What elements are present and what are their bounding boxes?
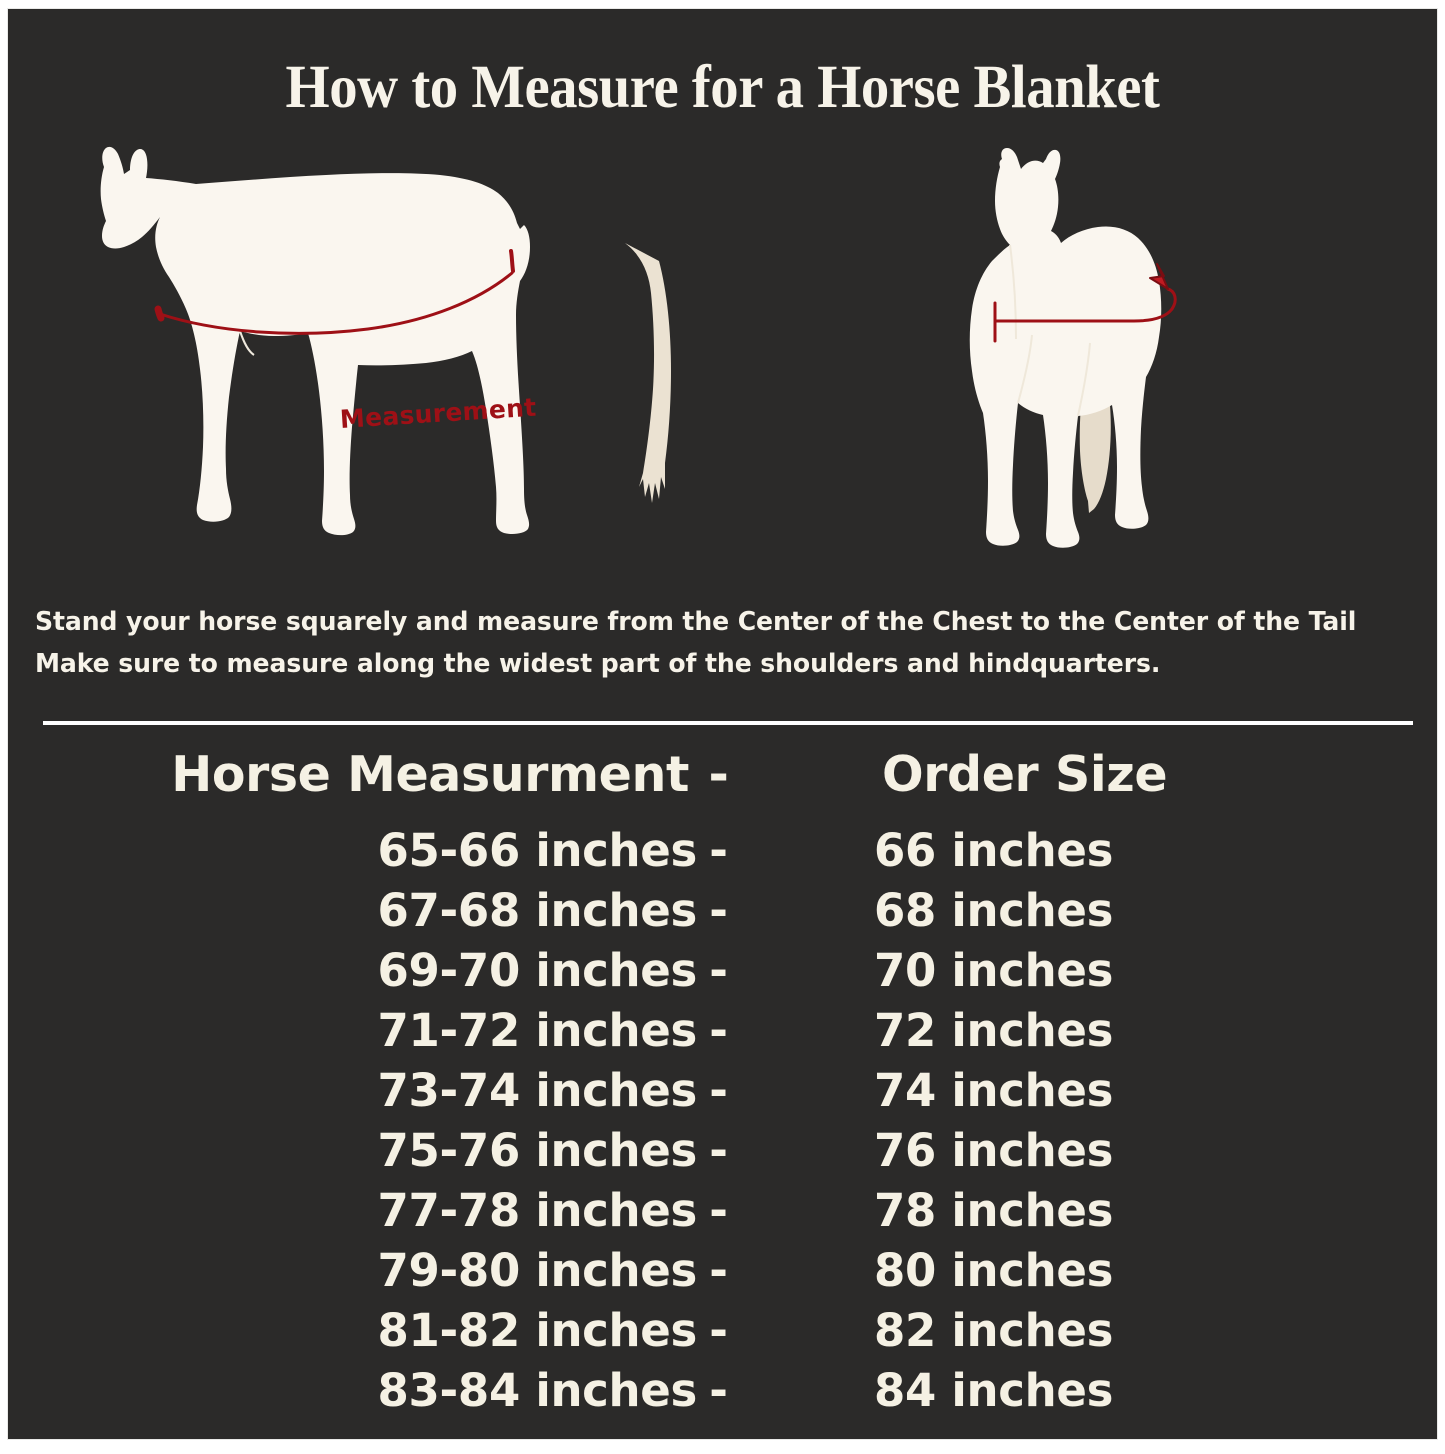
table-row: 75-76 inches - 76 inches	[8, 1121, 1437, 1181]
table-row: 71-72 inches - 72 inches	[8, 1001, 1437, 1061]
cell-order-size: 84 inches	[874, 1364, 1114, 1417]
cell-separator: -	[709, 1244, 728, 1297]
horse-rear-view	[928, 145, 1228, 585]
dark-panel: How to Measure for a Horse Blanket	[7, 8, 1438, 1440]
table-row: 69-70 inches - 70 inches	[8, 941, 1437, 1001]
cell-measurement: 73-74 inches	[377, 1064, 698, 1117]
rear-measurement-curve	[1166, 287, 1177, 311]
cell-order-size: 70 inches	[874, 944, 1114, 997]
instruction-line-2: Make sure to measure along the widest pa…	[35, 649, 1161, 679]
section-divider	[43, 721, 1413, 725]
page-title: How to Measure for a Horse Blanket	[285, 54, 1160, 121]
cell-measurement: 79-80 inches	[377, 1244, 698, 1297]
cell-order-size: 74 inches	[874, 1064, 1114, 1117]
cell-measurement: 67-68 inches	[377, 884, 698, 937]
cell-measurement: 77-78 inches	[377, 1184, 698, 1237]
horse-side-view	[68, 137, 698, 585]
table-row: 73-74 inches - 74 inches	[8, 1061, 1437, 1121]
horse-rear-body-shape	[969, 148, 1162, 548]
measurement-line	[158, 271, 514, 335]
horse-leg-detail	[239, 330, 255, 356]
cell-measurement: 75-76 inches	[377, 1124, 698, 1177]
cell-separator: -	[709, 1124, 728, 1177]
header-measurement: Horse Measurment	[171, 746, 689, 803]
cell-separator: -	[709, 884, 728, 937]
cell-separator: -	[709, 1184, 728, 1237]
table-row: 81-82 inches - 82 inches	[8, 1301, 1437, 1361]
horse-body-shape	[100, 146, 530, 536]
horse-tail-shape	[625, 243, 671, 503]
size-chart-table: Horse Measurment - Order Size 65-66 inch…	[8, 745, 1437, 1421]
cell-order-size: 72 inches	[874, 1004, 1114, 1057]
cell-measurement: 65-66 inches	[377, 824, 698, 877]
horse-rear-view-svg	[969, 148, 1177, 548]
header-separator: -	[708, 746, 729, 803]
measurement-end-tick	[509, 249, 515, 273]
cell-order-size: 76 inches	[874, 1124, 1114, 1177]
horse-side-view-svg	[100, 146, 671, 536]
table-row: 65-66 inches - 66 inches	[8, 821, 1437, 881]
cell-order-size: 82 inches	[874, 1304, 1114, 1357]
cell-measurement: 83-84 inches	[377, 1364, 698, 1417]
cell-order-size: 68 inches	[874, 884, 1114, 937]
cell-order-size: 66 inches	[874, 824, 1114, 877]
cell-order-size: 80 inches	[874, 1244, 1114, 1297]
cell-separator: -	[709, 944, 728, 997]
rear-measurement-arrow-icon	[1149, 263, 1169, 290]
cell-separator: -	[709, 1004, 728, 1057]
rear-measurement-line	[993, 307, 1174, 323]
instructions-block: Stand your horse squarely and measure fr…	[35, 601, 1399, 685]
header-order-size: Order Size	[882, 746, 1168, 803]
cell-separator: -	[709, 1304, 728, 1357]
instruction-line-1: Stand your horse squarely and measure fr…	[35, 607, 1357, 637]
table-row: 67-68 inches - 68 inches	[8, 881, 1437, 941]
table-row: 79-80 inches - 80 inches	[8, 1241, 1437, 1301]
cell-separator: -	[709, 1064, 728, 1117]
table-row: 83-84 inches - 84 inches	[8, 1361, 1437, 1421]
illustration-area: Measurement	[8, 137, 1437, 585]
cell-measurement: 81-82 inches	[377, 1304, 698, 1357]
cell-separator: -	[709, 824, 728, 877]
cell-measurement: 71-72 inches	[377, 1004, 698, 1057]
cell-measurement: 69-70 inches	[377, 944, 698, 997]
cell-separator: -	[709, 1364, 728, 1417]
table-header-row: Horse Measurment - Order Size	[8, 745, 1437, 821]
horse-rear-leg-lines	[1009, 244, 1091, 417]
cell-order-size: 78 inches	[874, 1184, 1114, 1237]
measurement-start-mark	[154, 305, 165, 322]
table-row: 77-78 inches - 78 inches	[8, 1181, 1437, 1241]
